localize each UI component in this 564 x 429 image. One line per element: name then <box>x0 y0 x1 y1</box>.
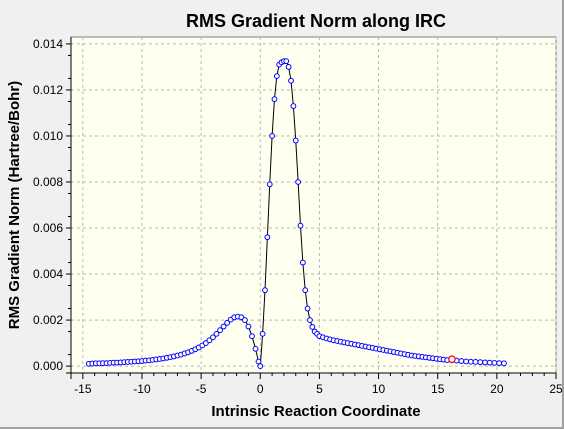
data-layer <box>85 58 507 369</box>
data-point[interactable] <box>220 323 227 330</box>
y-tick-label: 0.010 <box>33 129 63 143</box>
data-point[interactable] <box>266 181 273 188</box>
plot-area <box>70 36 557 374</box>
data-point[interactable] <box>259 330 266 337</box>
data-point[interactable] <box>458 358 465 364</box>
data-point[interactable] <box>302 287 309 294</box>
data-point[interactable] <box>269 133 275 139</box>
y-tick-label: 0.008 <box>33 175 63 189</box>
data-point[interactable] <box>292 137 299 144</box>
data-point[interactable] <box>262 287 268 294</box>
data-point[interactable] <box>463 358 469 365</box>
x-tick-label: 5 <box>316 382 323 396</box>
x-tick-label: 10 <box>372 382 386 396</box>
x-tick-label: -15 <box>74 382 92 396</box>
data-point[interactable] <box>309 324 316 330</box>
data-point[interactable] <box>245 323 252 330</box>
grid-layer <box>71 37 557 373</box>
data-point[interactable] <box>297 222 304 229</box>
data-point[interactable] <box>477 359 484 366</box>
y-tick-label: 0.004 <box>33 267 63 281</box>
highlighted-point[interactable] <box>448 355 456 363</box>
data-point[interactable] <box>482 359 488 366</box>
data-point[interactable] <box>285 64 292 70</box>
data-point[interactable] <box>496 360 503 367</box>
chart-title: RMS Gradient Norm along IRC <box>186 11 446 31</box>
data-point[interactable] <box>467 358 474 365</box>
y-tick-label: 0.014 <box>33 37 63 51</box>
y-tick-label: 0.006 <box>33 221 63 235</box>
data-point[interactable] <box>206 337 213 344</box>
data-point[interactable] <box>241 317 248 323</box>
data-point[interactable] <box>273 73 280 80</box>
data-point[interactable] <box>252 345 259 352</box>
data-point[interactable] <box>491 359 498 366</box>
x-tick-label: 15 <box>431 382 445 396</box>
x-tick-label: -5 <box>196 382 207 396</box>
data-point[interactable] <box>210 334 216 341</box>
data-point[interactable] <box>271 96 278 103</box>
x-tick-label: 20 <box>490 382 504 396</box>
x-tick-label: 25 <box>549 382 562 396</box>
data-point[interactable] <box>249 333 255 340</box>
data-point[interactable] <box>501 360 507 367</box>
data-point[interactable] <box>213 330 220 337</box>
data-point[interactable] <box>224 319 231 326</box>
data-point[interactable] <box>288 77 294 84</box>
data-point[interactable] <box>299 259 306 266</box>
data-point[interactable] <box>304 305 311 312</box>
y-axis-title: RMS Gradient Norm (Hartree/Bohr) <box>6 81 23 329</box>
x-tick-label: 0 <box>257 382 264 396</box>
axes-layer: 0.000 0.002 0.004 0.006 0.008 0.010 0.012 0.014… <box>33 37 562 396</box>
y-tick-label: 0.000 <box>33 359 63 373</box>
data-point[interactable] <box>217 327 223 334</box>
data-point[interactable] <box>472 359 479 365</box>
data-point[interactable] <box>264 234 271 241</box>
x-axis-title: Intrinsic Reaction Coordinate <box>211 403 420 420</box>
x-tick-label: -10 <box>133 382 151 396</box>
y-tick-label: 0.002 <box>33 313 63 327</box>
data-point[interactable] <box>255 358 262 365</box>
y-tick-label: 0.012 <box>33 83 63 97</box>
data-point[interactable] <box>290 103 297 109</box>
data-point[interactable] <box>257 363 264 369</box>
data-point[interactable] <box>486 359 493 366</box>
data-point[interactable] <box>295 179 302 185</box>
data-point[interactable] <box>283 58 290 65</box>
data-point[interactable] <box>307 317 313 323</box>
